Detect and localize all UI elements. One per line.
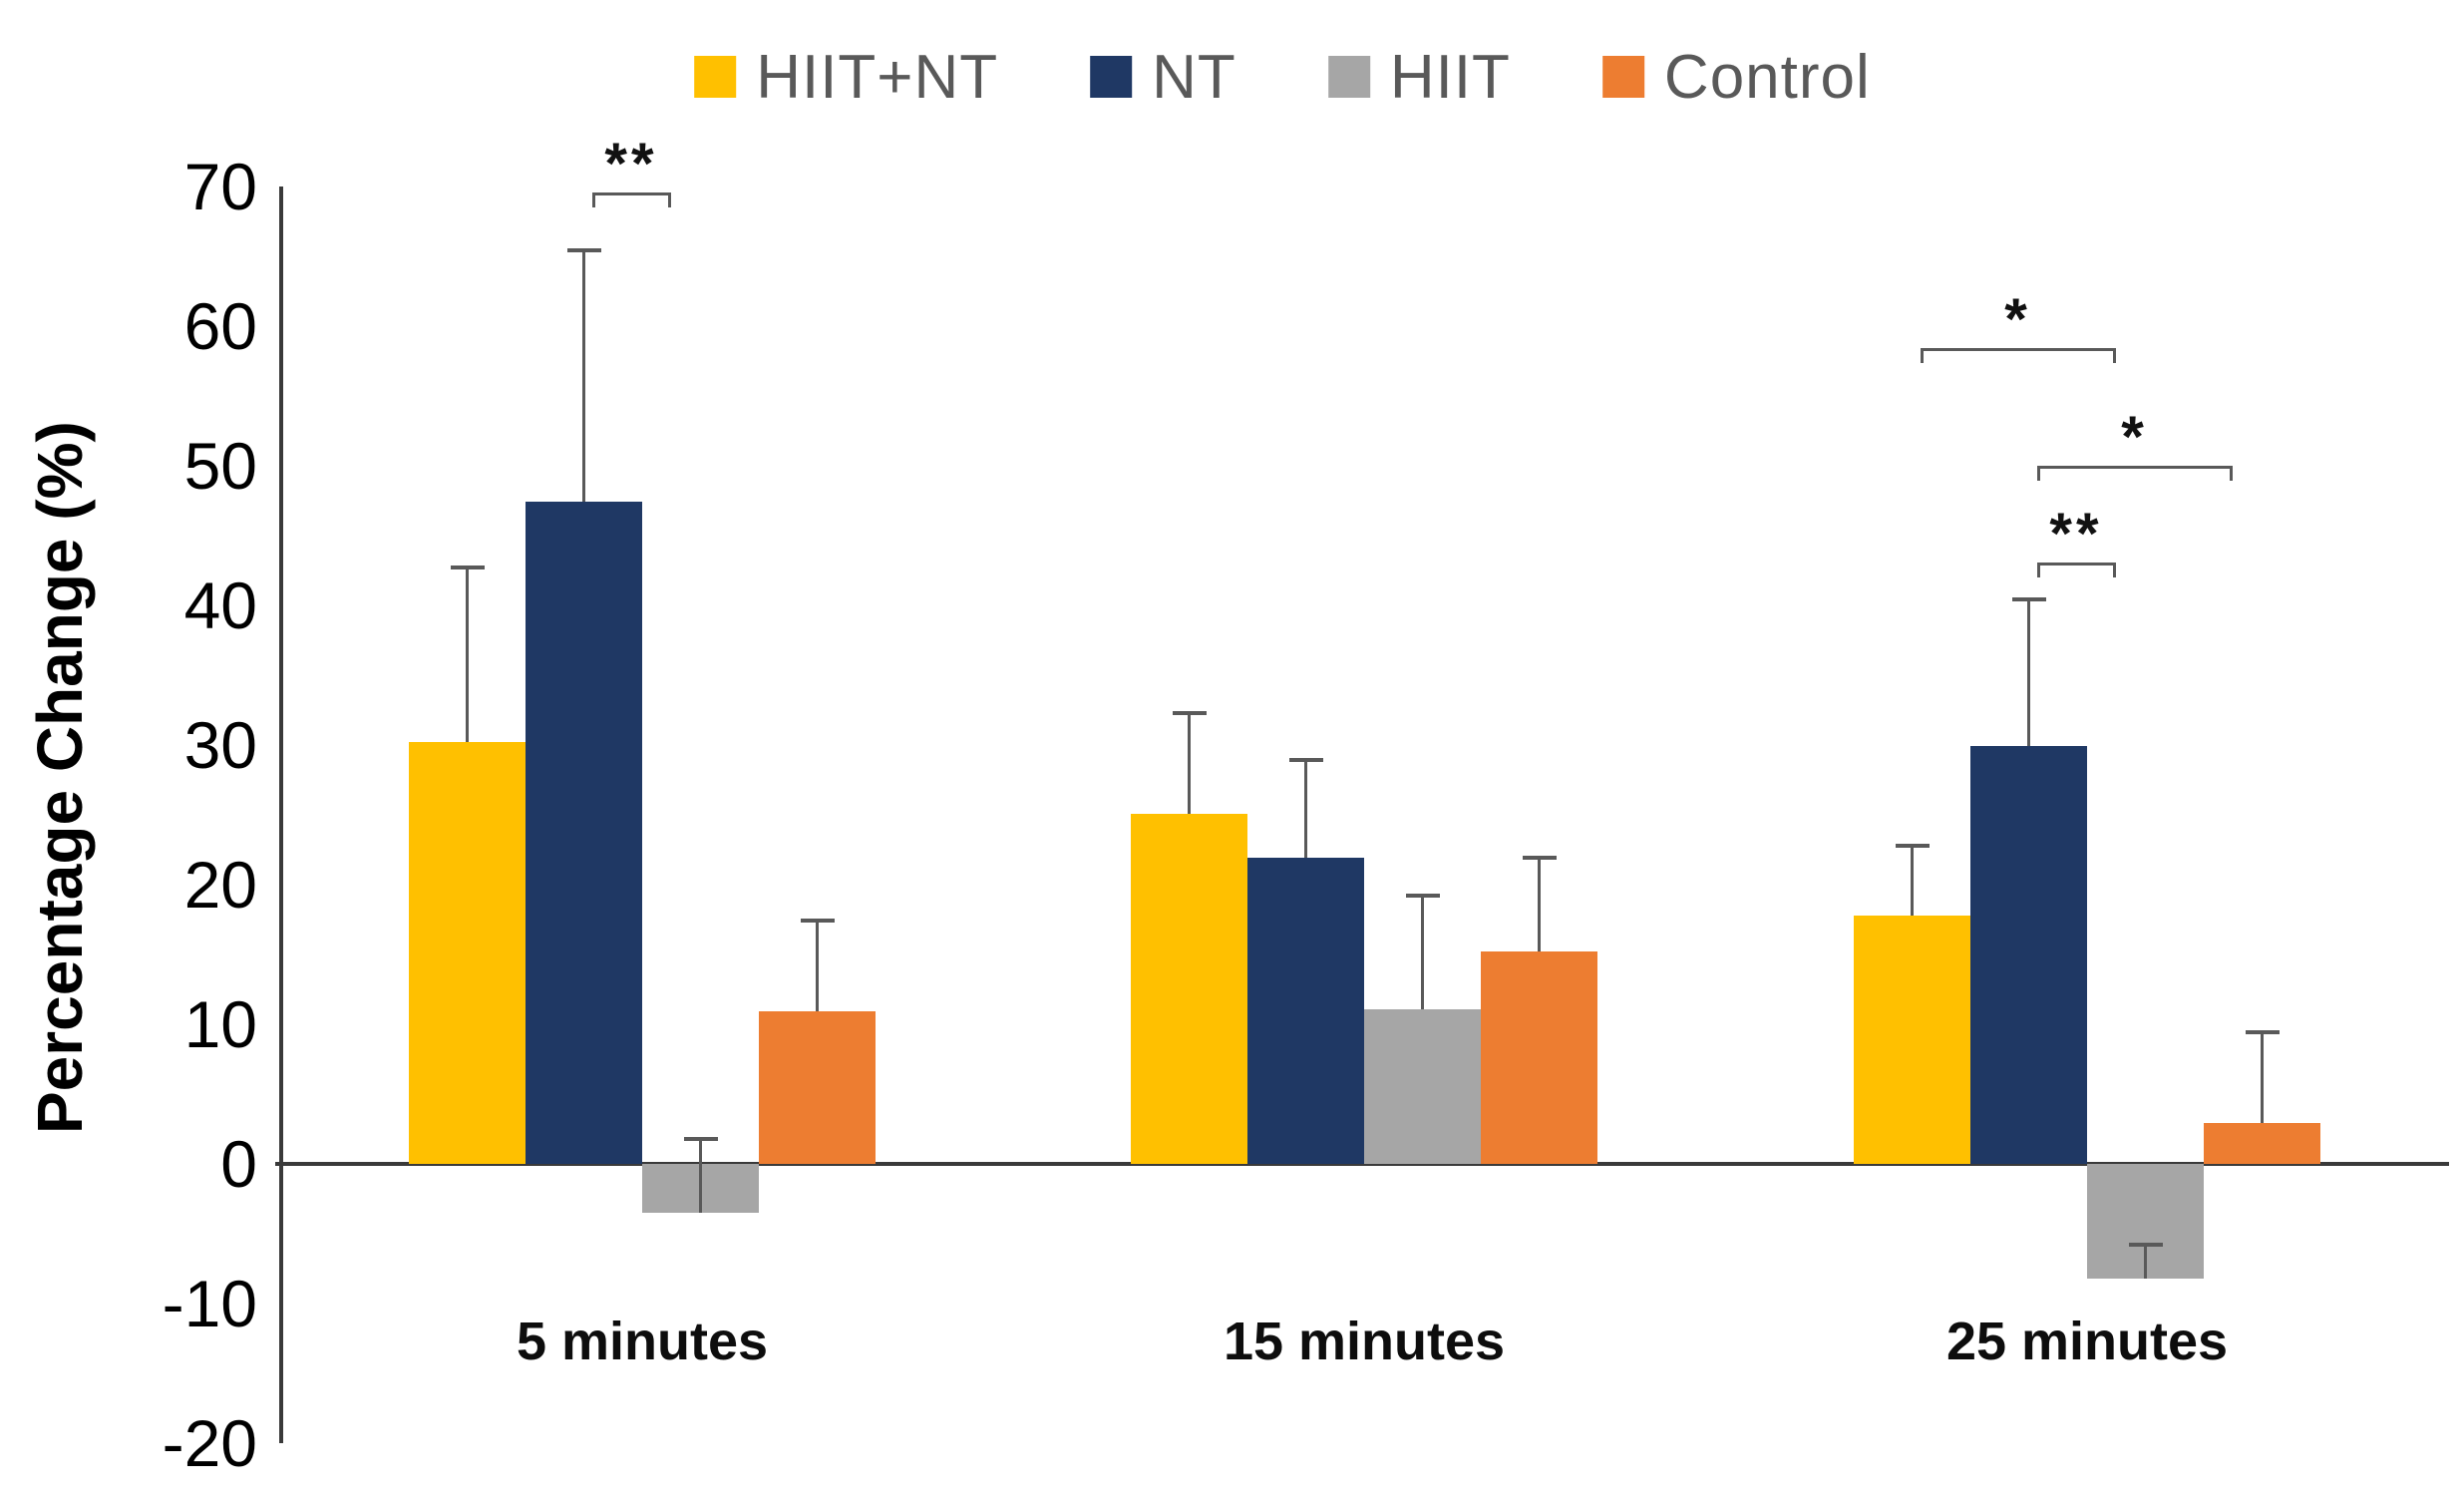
y-tick-label: 10 <box>183 987 257 1061</box>
legend-item-nt: NT <box>1090 42 1236 113</box>
error-bar <box>2261 1032 2264 1124</box>
bar-nt <box>1247 858 1364 1164</box>
legend-swatch-icon <box>1601 56 1644 98</box>
error-bar <box>2027 599 2030 747</box>
error-bar <box>2144 1245 2147 1279</box>
significance-label: * <box>2121 405 2148 470</box>
error-bar-cap <box>1895 843 1930 848</box>
legend-label: HIIT <box>1389 42 1511 112</box>
y-tick-label: 20 <box>183 848 257 922</box>
error-bar-cap <box>450 565 485 570</box>
significance-bracket-end <box>2036 466 2040 481</box>
x-category-label: 25 minutes <box>1945 1312 2229 1371</box>
bar-control <box>759 1011 876 1164</box>
legend-item-control: Control <box>1601 42 1871 113</box>
error-bar-cap <box>800 919 835 924</box>
significance-bracket-end <box>1920 348 1924 364</box>
bar-hiit-nt <box>409 742 526 1164</box>
error-bar <box>582 250 585 503</box>
significance-label: ** <box>2049 501 2103 566</box>
y-tick-label: 70 <box>183 150 257 223</box>
y-tick-label: -10 <box>162 1267 257 1340</box>
legend-swatch-icon <box>1090 56 1133 98</box>
bar-hiit <box>1364 1008 1481 1164</box>
significance-bracket-end <box>2112 348 2116 364</box>
significance-bracket-end <box>2036 562 2040 577</box>
error-bar-cap <box>2011 597 2046 602</box>
error-bar-cap <box>1172 710 1207 715</box>
error-bar <box>466 567 469 743</box>
significance-bracket-end <box>2112 562 2116 577</box>
error-bar-cap <box>1405 894 1440 899</box>
legend-item-hiit-nt: HIIT+NT <box>694 42 998 113</box>
error-bar-cap <box>683 1136 718 1141</box>
legend-label: NT <box>1152 42 1236 112</box>
error-bar <box>1538 858 1541 952</box>
error-bar-cap <box>2245 1030 2280 1035</box>
legend-label: HIIT+NT <box>756 42 999 112</box>
significance-bracket-end <box>591 191 595 207</box>
significance-bracket-end <box>667 191 671 207</box>
error-bar <box>1911 845 1914 916</box>
x-axis-zero-line <box>275 1162 2449 1166</box>
y-tick-label: 40 <box>183 568 257 642</box>
significance-bracket <box>2036 562 2116 565</box>
bar-nt <box>1970 746 2087 1164</box>
bar-hiit-nt <box>1854 915 1970 1164</box>
error-bar-cap <box>1288 758 1323 763</box>
error-bar <box>816 921 819 1012</box>
error-bar <box>1304 760 1307 859</box>
x-category-label: 5 minutes <box>516 1312 769 1371</box>
y-tick-label: 50 <box>183 429 257 503</box>
bar-nt <box>526 502 642 1164</box>
significance-bracket <box>1920 348 2116 352</box>
significance-bracket <box>591 191 671 195</box>
legend-swatch-icon <box>694 56 737 98</box>
error-bar <box>699 1138 702 1213</box>
y-tick-label: -20 <box>162 1406 257 1480</box>
bar-control <box>1481 951 1597 1164</box>
legend-item-hiit: HIIT <box>1327 42 1511 113</box>
significance-label: ** <box>604 131 658 196</box>
error-bar-cap <box>566 248 601 253</box>
error-bar-cap <box>1522 856 1557 861</box>
legend: HIIT+NT NT HIIT Control <box>694 22 1871 132</box>
y-tick-label: 0 <box>220 1127 257 1201</box>
legend-swatch-icon <box>1327 56 1370 98</box>
significance-label: * <box>2004 287 2031 353</box>
bar-control <box>2204 1123 2320 1164</box>
x-category-label: 15 minutes <box>1223 1312 1506 1371</box>
bar-hiit-nt <box>1131 813 1247 1164</box>
error-bar-cap <box>2128 1243 2163 1248</box>
error-bar <box>1421 896 1424 1009</box>
y-axis-line <box>279 187 283 1443</box>
y-tick-label: 30 <box>183 708 257 782</box>
significance-bracket-end <box>2229 466 2233 481</box>
legend-label: Control <box>1663 42 1871 112</box>
y-tick-label: 60 <box>183 289 257 363</box>
significance-bracket <box>2036 466 2233 469</box>
error-bar <box>1188 712 1191 814</box>
